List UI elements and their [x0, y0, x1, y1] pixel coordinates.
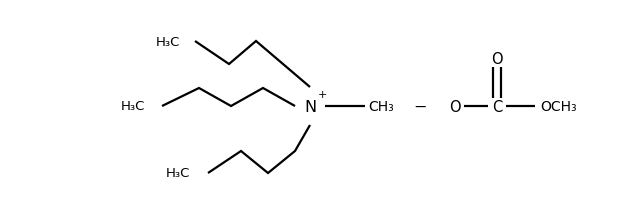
Text: O: O: [449, 99, 461, 114]
Text: +: +: [317, 90, 326, 99]
Text: O: O: [491, 52, 503, 67]
Text: H₃C: H₃C: [156, 35, 180, 48]
Text: N: N: [304, 99, 316, 114]
Text: CH₃: CH₃: [368, 99, 394, 114]
Text: H₃C: H₃C: [120, 100, 145, 113]
Text: −: −: [413, 99, 427, 114]
Text: H₃C: H₃C: [166, 167, 190, 180]
Text: C: C: [492, 99, 502, 114]
Text: OCH₃: OCH₃: [540, 99, 577, 114]
